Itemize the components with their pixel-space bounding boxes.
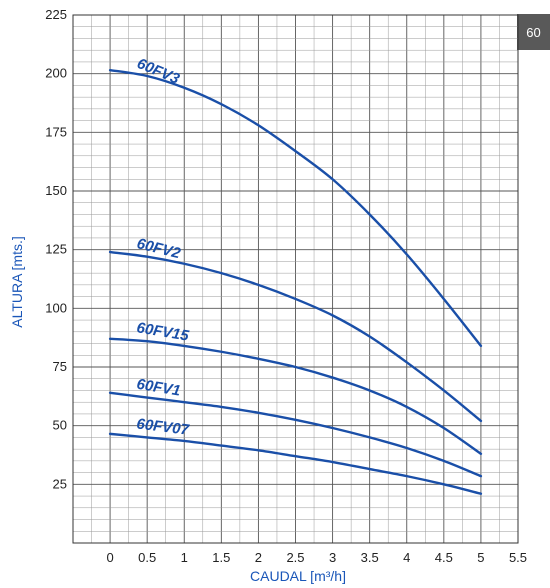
y-tick-label: 150 xyxy=(45,183,67,198)
x-tick-label: 2 xyxy=(255,550,262,565)
x-tick-label: 1.5 xyxy=(212,550,230,565)
plot-frame xyxy=(72,14,519,544)
x-tick-label: 5 xyxy=(477,550,484,565)
x-tick-label: 0 xyxy=(106,550,113,565)
y-tick-label: 200 xyxy=(45,66,67,81)
y-tick-label: 175 xyxy=(45,124,67,139)
page-number-badge: 60 xyxy=(517,14,550,50)
series-line-60fv2 xyxy=(108,250,483,423)
series-label-60fv1: 60FV1 xyxy=(135,376,181,400)
series-curves xyxy=(108,68,483,495)
y-axis-title: ALTURA [mts.] xyxy=(9,236,25,328)
y-tick-label: 75 xyxy=(53,359,67,374)
axes: 0 0.5 1 1.5 2 2.5 3 3.5 4 4.5 5 5.5 25 50 75 100 125 150 1… xyxy=(45,7,527,565)
y-tick-label: 50 xyxy=(53,418,67,433)
x-axis-title: CAUDAL [m³/h] xyxy=(250,568,346,584)
x-tick-label: 1 xyxy=(181,550,188,565)
series-line-60fv3 xyxy=(108,68,483,348)
y-tick-label: 100 xyxy=(45,300,67,315)
x-tick-label: 2.5 xyxy=(286,550,304,565)
x-tick-label: 4.5 xyxy=(435,550,453,565)
series-line-60fv15 xyxy=(108,337,483,456)
series-line-60fv07 xyxy=(108,432,483,495)
y-tick-label: 25 xyxy=(53,476,67,491)
x-tick-label: 5.5 xyxy=(509,550,527,565)
x-tick-label: 4 xyxy=(403,550,410,565)
y-tick-label: 125 xyxy=(45,242,67,257)
y-tick-label: 225 xyxy=(45,7,67,22)
series-label-60fv3: 60FV3 xyxy=(134,55,182,88)
x-tick-label: 3 xyxy=(329,550,336,565)
series-line-60fv1 xyxy=(108,391,483,478)
x-tick-label: 0.5 xyxy=(138,550,156,565)
x-tick-label: 3.5 xyxy=(361,550,379,565)
series-label-60fv07: 60FV07 xyxy=(136,415,191,438)
